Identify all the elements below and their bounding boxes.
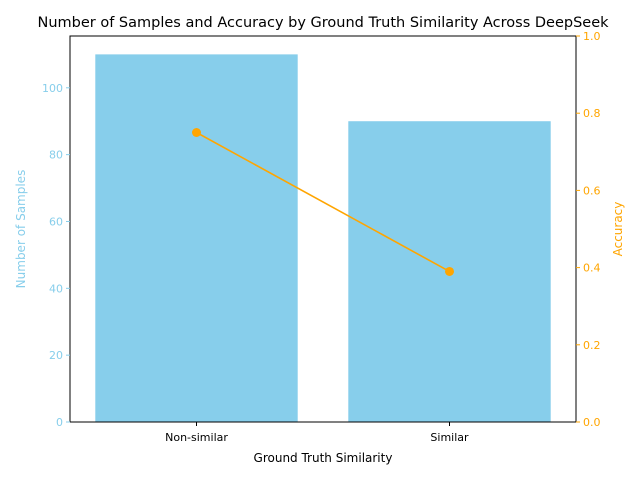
- right-axis-ticks: 0.0 0.2 0.4 0.6 0.8 1.0: [576, 30, 601, 429]
- left-tick-label: 20: [49, 349, 63, 362]
- accuracy-line: [196, 131, 450, 273]
- bar-non-similar: [95, 54, 298, 422]
- left-axis-label: Number of Samples: [14, 170, 28, 289]
- right-tick-label: 0.8: [583, 107, 601, 120]
- left-tick-label: 80: [49, 149, 63, 162]
- x-tick-label: Similar: [430, 431, 469, 444]
- left-tick-label: 40: [49, 282, 63, 295]
- right-tick-label: 0.2: [583, 339, 601, 352]
- bars-layer: [95, 54, 551, 423]
- accuracy-line-layer: [192, 128, 454, 276]
- right-axis-label: Accuracy: [611, 202, 625, 257]
- left-axis-ticks: 0 20 40 60 80 100: [42, 82, 70, 429]
- x-tick-label: Non-similar: [165, 431, 228, 444]
- right-tick-label: 0.0: [583, 416, 601, 429]
- chart-title: Number of Samples and Accuracy by Ground…: [37, 15, 609, 31]
- left-tick-label: 100: [42, 82, 63, 95]
- axes-layer: [69, 35, 577, 423]
- accuracy-point-non-similar: [192, 128, 201, 137]
- accuracy-point-similar: [445, 266, 454, 276]
- right-tick-label: 0.4: [583, 262, 601, 275]
- right-tick-label: 0.6: [583, 184, 601, 197]
- x-axis-label: Ground Truth Similarity: [254, 451, 393, 465]
- left-tick-label: 0: [56, 416, 63, 429]
- plot-frame: [69, 35, 577, 423]
- left-tick-label: 60: [49, 215, 63, 228]
- x-axis-ticks: Non-similar Similar: [165, 422, 469, 444]
- right-tick-label: 1.0: [583, 30, 601, 43]
